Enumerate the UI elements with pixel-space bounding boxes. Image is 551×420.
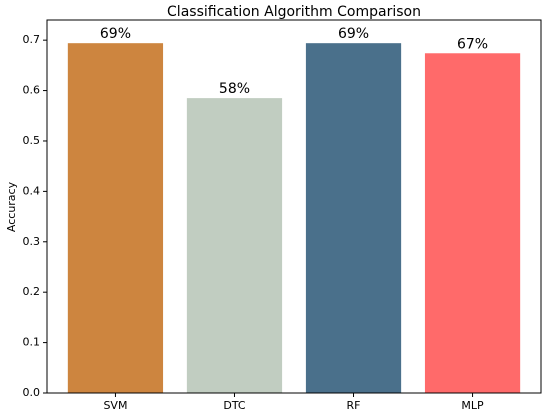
value-label: 69% [100, 26, 131, 42]
x-tick-label: MLP [461, 399, 484, 412]
y-tick-label: 0.3 [23, 235, 41, 248]
y-tick-label: 0.5 [23, 134, 41, 147]
bar [186, 98, 283, 393]
y-axis-label: Accuracy [5, 181, 18, 232]
value-label: 58% [219, 81, 250, 97]
y-tick-label: 0.7 [23, 33, 41, 46]
y-tick-label: 0.2 [23, 285, 41, 298]
bar [67, 43, 164, 393]
y-tick-label: 0.0 [23, 386, 41, 399]
x-tick-label: DTC [223, 399, 246, 412]
chart-title: Classification Algorithm Comparison [167, 4, 421, 20]
plot-frame [46, 19, 542, 394]
bar [305, 43, 402, 393]
y-tick-label: 0.6 [23, 84, 41, 97]
y-tick-label: 0.1 [23, 336, 41, 349]
y-tick-label: 0.4 [23, 184, 41, 197]
bar [424, 53, 521, 393]
x-tick-label: SVM [103, 399, 127, 412]
value-label: 67% [457, 36, 488, 52]
x-tick-label: RF [347, 399, 361, 412]
value-label: 69% [338, 26, 369, 42]
